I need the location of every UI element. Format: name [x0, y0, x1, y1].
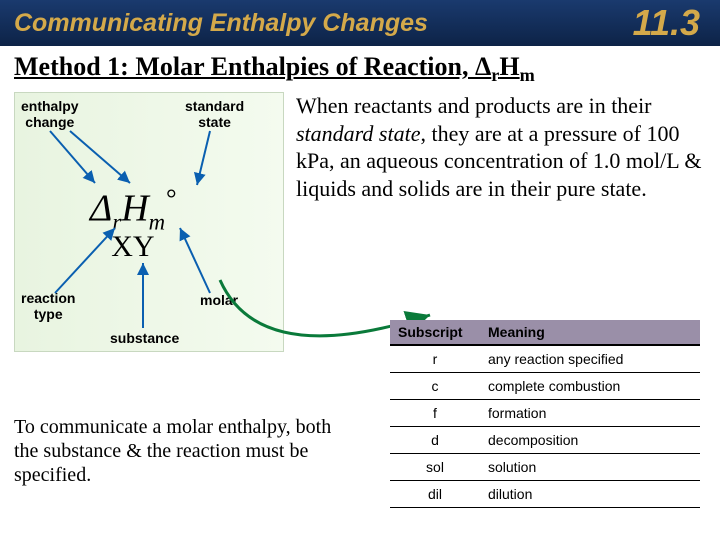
label-standard-state-text: standardstate [185, 98, 244, 129]
table-header-subscript: Subscript [390, 320, 480, 345]
table-cell-meaning: solution [480, 454, 700, 481]
table-cell-meaning: decomposition [480, 427, 700, 454]
header-section-number: 11.3 [633, 2, 700, 44]
method-title-H: H [499, 52, 519, 81]
table-cell-subscript: c [390, 373, 480, 400]
header-title: Communicating Enthalpy Changes [14, 9, 428, 38]
paragraph-italic: standard state [296, 121, 420, 146]
bottom-row: To communicate a molar enthalpy, both th… [0, 360, 720, 508]
paragraph-part1: When reactants and products are in their [296, 93, 652, 118]
label-molar: molar [200, 293, 238, 308]
formula-H: H [121, 188, 148, 230]
table-cell-subscript: f [390, 400, 480, 427]
label-standard-state: standardstate [185, 99, 244, 130]
formula-sup-o: ° [165, 183, 176, 213]
bottom-text: To communicate a molar enthalpy, both th… [14, 360, 344, 508]
label-reaction-type-text: reactiontype [21, 290, 75, 321]
table-cell-meaning: dilution [480, 481, 700, 508]
table-cell-meaning: formation [480, 400, 700, 427]
method-title-prefix: Method 1: Molar Enthalpies of Reaction, … [14, 52, 491, 81]
table-cell-subscript: sol [390, 454, 480, 481]
label-enthalpy-change-text: enthalpychange [21, 98, 79, 129]
label-enthalpy-change: enthalpychange [21, 99, 79, 130]
formula-delta: Δ [90, 188, 112, 230]
diagram-column: enthalpychange standardstate reactiontyp… [14, 92, 284, 352]
header-bar: Communicating Enthalpy Changes 11.3 [0, 0, 720, 46]
content-row: enthalpychange standardstate reactiontyp… [0, 90, 720, 352]
table-wrap: Subscript Meaning rany reaction specifie… [360, 360, 706, 508]
table-row: ccomplete combustion [390, 373, 700, 400]
method-title: Method 1: Molar Enthalpies of Reaction, … [0, 46, 720, 90]
table-row: rany reaction specified [390, 345, 700, 373]
method-title-sub-m: m [520, 65, 535, 85]
table-cell-subscript: r [390, 345, 480, 373]
table-cell-subscript: d [390, 427, 480, 454]
table-header-meaning: Meaning [480, 320, 700, 345]
formula-xy: XY [90, 230, 176, 264]
label-reaction-type: reactiontype [21, 291, 75, 322]
table-row: dildilution [390, 481, 700, 508]
table-row: ddecomposition [390, 427, 700, 454]
table-cell-meaning: any reaction specified [480, 345, 700, 373]
label-molar-text: molar [200, 292, 238, 308]
table-header-row: Subscript Meaning [390, 320, 700, 345]
formula-diagram: enthalpychange standardstate reactiontyp… [14, 92, 284, 352]
formula: ΔrHm° XY [90, 183, 176, 264]
paragraph: When reactants and products are in their… [296, 92, 706, 352]
table-cell-meaning: complete combustion [480, 373, 700, 400]
label-substance: substance [110, 331, 179, 346]
subscript-table: Subscript Meaning rany reaction specifie… [390, 320, 700, 508]
table-cell-subscript: dil [390, 481, 480, 508]
table-row: fformation [390, 400, 700, 427]
label-substance-text: substance [110, 330, 179, 346]
table-row: solsolution [390, 454, 700, 481]
